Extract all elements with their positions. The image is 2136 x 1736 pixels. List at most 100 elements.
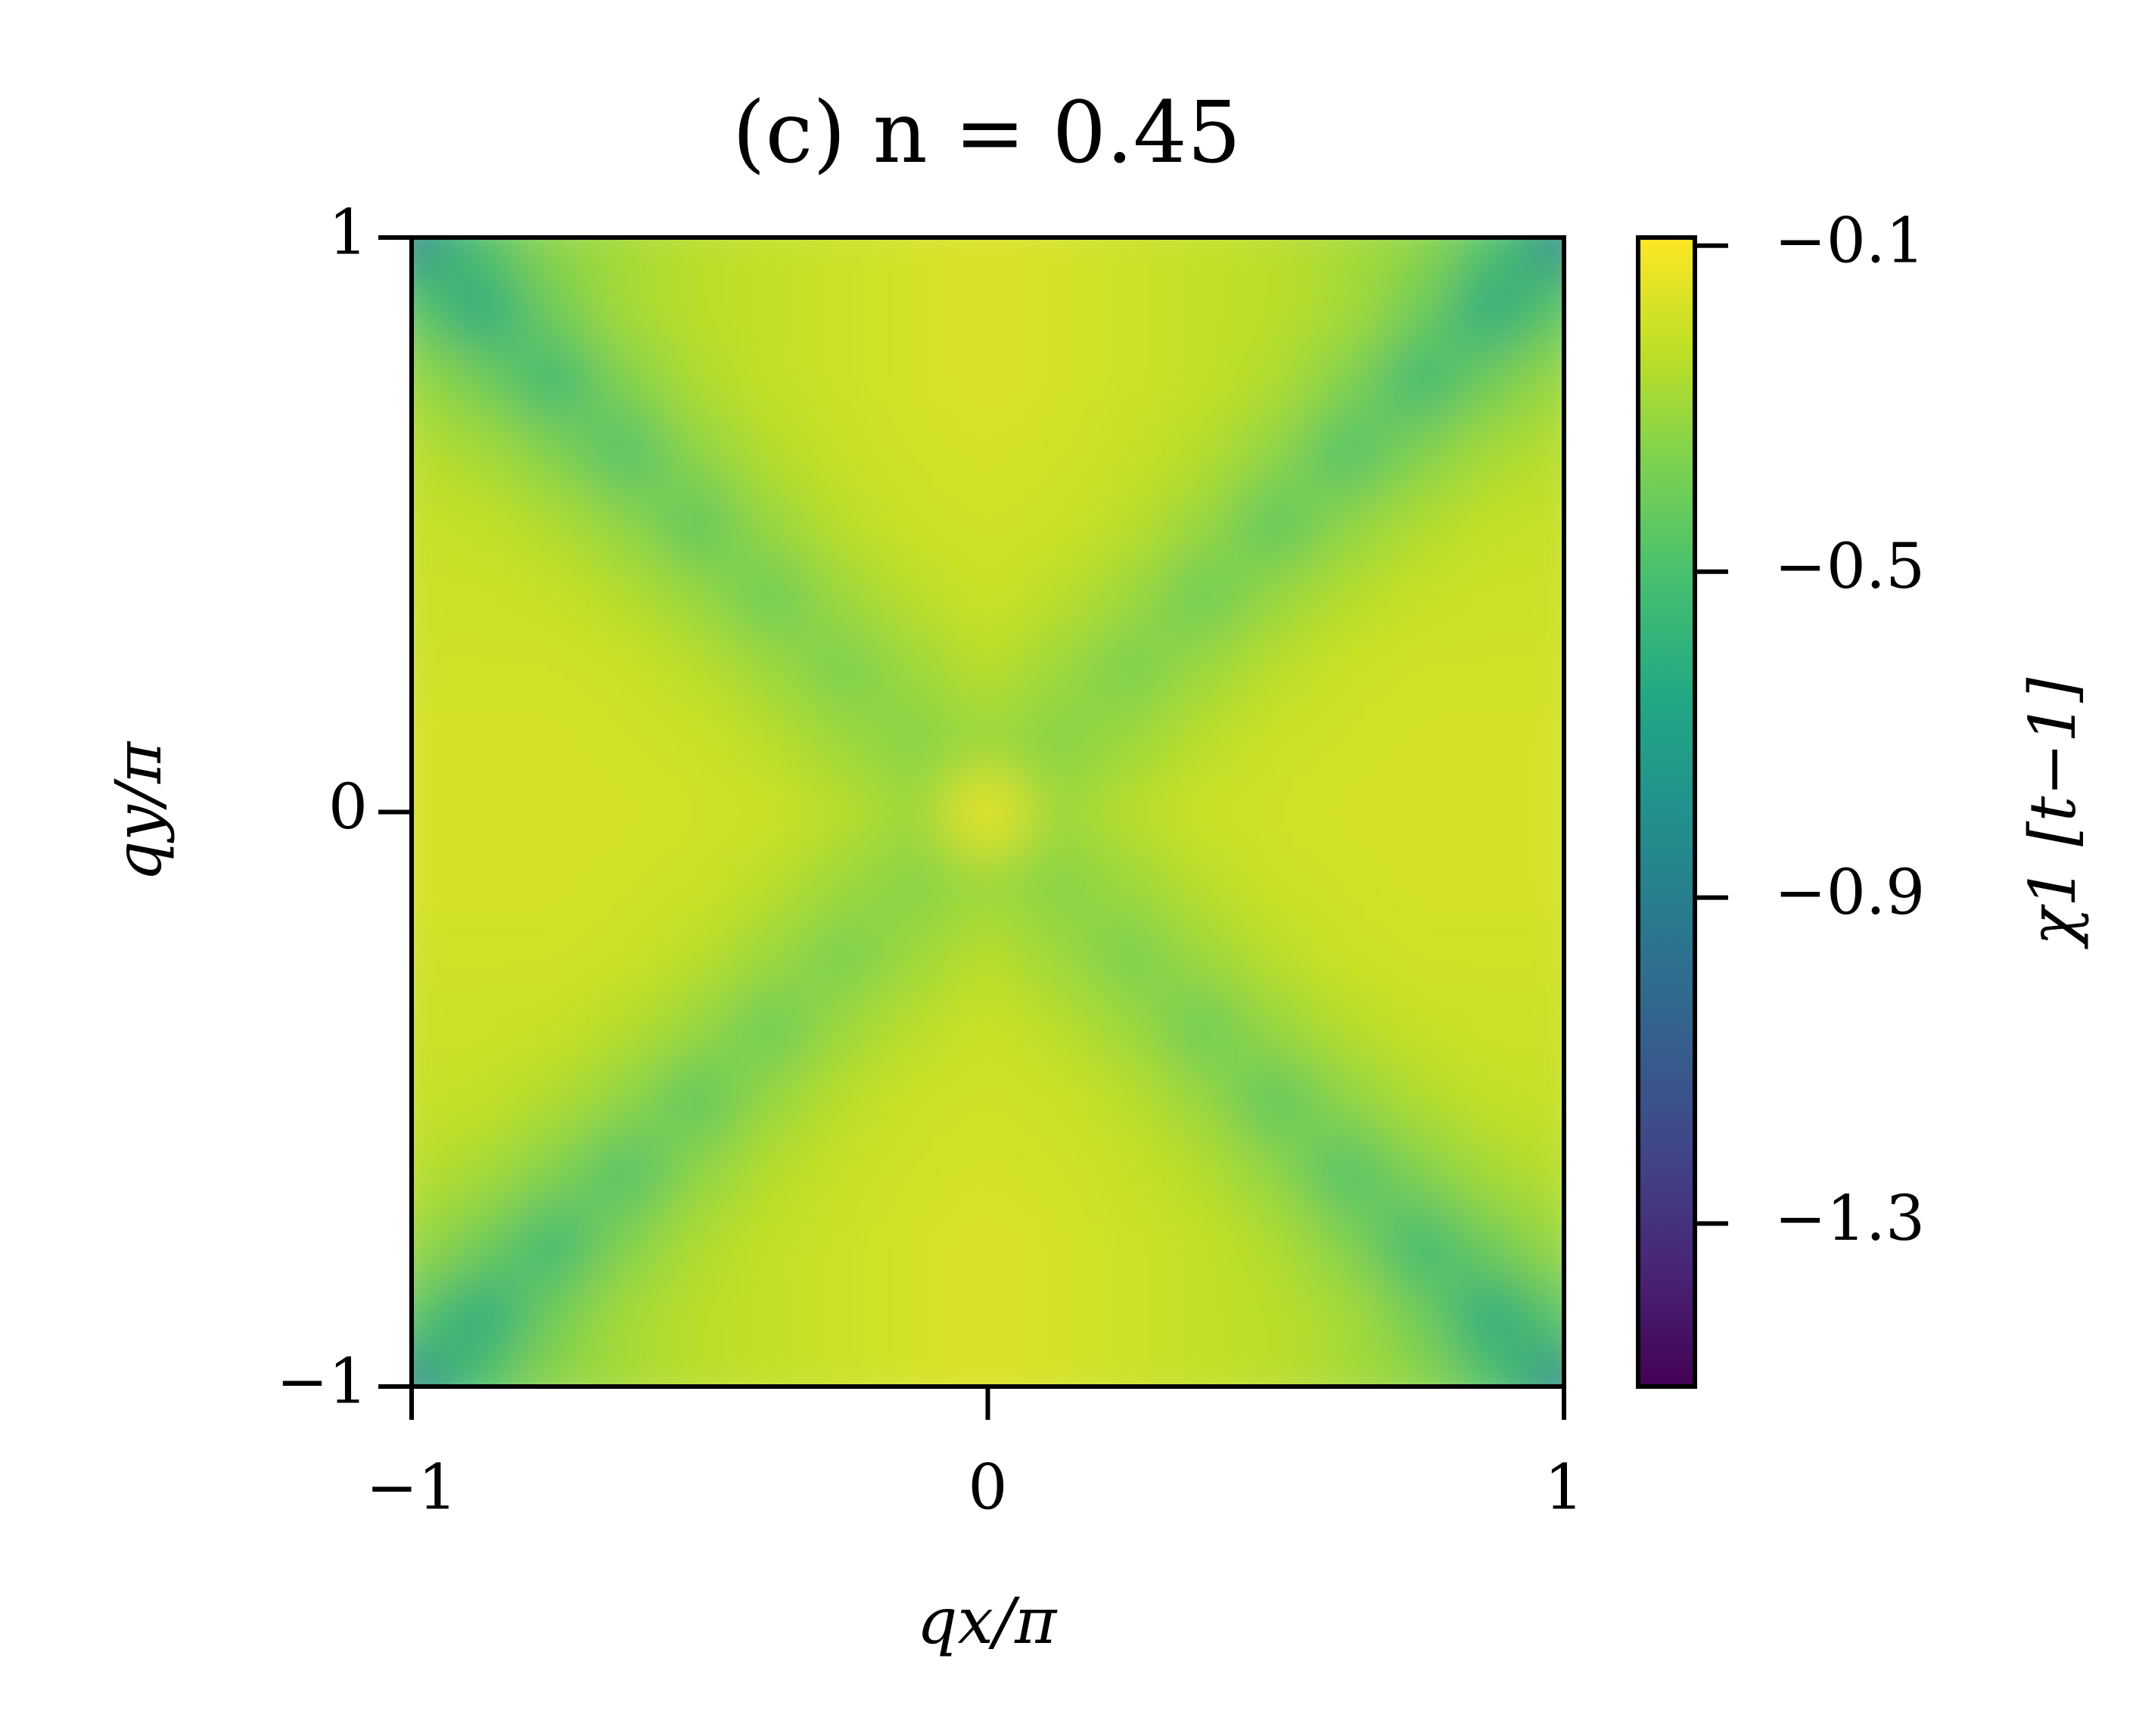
heatmap-cell	[735, 344, 809, 418]
heatmap-cell	[518, 775, 592, 849]
heatmap-cell	[1383, 703, 1457, 778]
heatmap-cell	[412, 918, 449, 992]
heatmap-cell	[446, 238, 521, 275]
x-tick-label: 0	[968, 1452, 1007, 1524]
heatmap-cell	[412, 488, 449, 562]
heatmap-cell	[807, 344, 881, 418]
heatmap-cell	[590, 1062, 665, 1136]
heatmap-cell	[735, 775, 809, 849]
heatmap-cell	[590, 775, 665, 849]
heatmap-cell	[1095, 632, 1169, 706]
heatmap-cell	[950, 1206, 1025, 1280]
heatmap-cell	[1167, 990, 1241, 1064]
heatmap-cell	[950, 990, 1025, 1064]
heatmap-cell	[1455, 1349, 1529, 1387]
heatmap-cell	[1527, 488, 1564, 562]
heatmap-cell	[412, 1278, 449, 1352]
heatmap-cell	[1527, 846, 1564, 921]
heatmap-cell	[412, 560, 449, 634]
heatmap-cell	[1311, 1349, 1385, 1387]
heatmap-cell	[1311, 416, 1385, 490]
heatmap-cell	[807, 1062, 881, 1136]
heatmap-cell	[807, 1134, 881, 1208]
heatmap-cell	[1167, 416, 1241, 490]
heatmap-cell	[412, 846, 449, 921]
heatmap-cell	[878, 416, 953, 490]
heatmap-cell	[878, 1134, 953, 1208]
heatmap-cell	[1455, 918, 1529, 992]
heatmap-cell	[1167, 272, 1241, 346]
heatmap-cell	[735, 990, 809, 1064]
heatmap-cell	[878, 272, 953, 346]
heatmap-cell	[1527, 918, 1564, 992]
heatmap-cell	[663, 488, 737, 562]
heatmap-cell	[807, 775, 881, 849]
heatmap-cell	[1095, 846, 1169, 921]
heatmap-cell	[1167, 703, 1241, 778]
heatmap-cell	[878, 632, 953, 706]
heatmap-cell	[1527, 1206, 1564, 1280]
heatmap-cell	[1239, 488, 1313, 562]
heatmap-cell	[590, 918, 665, 992]
heatmap-cell	[1383, 775, 1457, 849]
chart-title: (c) n = 0.45	[732, 84, 1241, 182]
heatmap-cell	[878, 238, 953, 275]
heatmap-cell	[1023, 1206, 1097, 1280]
heatmap-cell	[1383, 990, 1457, 1064]
heatmap-cell	[1527, 272, 1564, 346]
heatmap-cell	[590, 238, 665, 275]
heatmap-cell	[1311, 560, 1385, 634]
heatmap-cell	[590, 560, 665, 634]
heatmap-cell	[735, 272, 809, 346]
heatmap-cell	[1527, 632, 1564, 706]
heatmap-cell	[590, 1349, 665, 1387]
heatmap-cell	[663, 1134, 737, 1208]
heatmap-cell	[1383, 238, 1457, 275]
heatmap-cell	[663, 272, 737, 346]
heatmap-cell	[1527, 775, 1564, 849]
heatmap-cell	[878, 1349, 953, 1387]
heatmap-cell	[412, 990, 449, 1064]
heatmap-cell	[1095, 416, 1169, 490]
heatmap-cell	[518, 846, 592, 921]
heatmap-cell	[663, 775, 737, 849]
heatmap-cell	[1383, 344, 1457, 418]
heatmap-cell	[1167, 632, 1241, 706]
heatmap-cell	[412, 1062, 449, 1136]
heatmap-cell	[590, 416, 665, 490]
heatmap-cell	[1239, 1062, 1313, 1136]
heatmap-cell	[1527, 703, 1564, 778]
heatmap-cell	[1383, 1278, 1457, 1352]
heatmap-cell	[1239, 918, 1313, 992]
heatmap-cell	[412, 1134, 449, 1208]
heatmap-cell	[1455, 344, 1529, 418]
heatmap-cell	[1095, 488, 1169, 562]
heatmap-cell	[1095, 238, 1169, 275]
heatmap-cell	[950, 1134, 1025, 1208]
heatmap-cell	[663, 238, 737, 275]
heatmap-cell	[950, 846, 1025, 921]
heatmap-cell	[412, 632, 449, 706]
heatmap-cell	[1239, 1134, 1313, 1208]
heatmap-cell	[1311, 1278, 1385, 1352]
heatmap-cell	[1311, 846, 1385, 921]
heatmap-cell	[1167, 846, 1241, 921]
heatmap-cell	[1455, 1206, 1529, 1280]
heatmap-cell	[590, 1134, 665, 1208]
heatmap-cell	[663, 560, 737, 634]
heatmap-cell	[1455, 416, 1529, 490]
heatmap-cell	[1167, 1349, 1241, 1387]
heatmap-cell	[1239, 238, 1313, 275]
heatmap-cell	[1239, 632, 1313, 706]
heatmap-cell	[807, 1206, 881, 1280]
heatmap-cell	[950, 488, 1025, 562]
heatmap-cell	[950, 1062, 1025, 1136]
heatmap-cell	[878, 1278, 953, 1352]
heatmap-cell	[1095, 1278, 1169, 1352]
heatmap-cell	[1167, 238, 1241, 275]
colorbar-tick-label: −0.9	[1774, 857, 1925, 929]
heatmap-cell	[1311, 1206, 1385, 1280]
heatmap-cell	[518, 560, 592, 634]
heatmap-cell	[1311, 344, 1385, 418]
